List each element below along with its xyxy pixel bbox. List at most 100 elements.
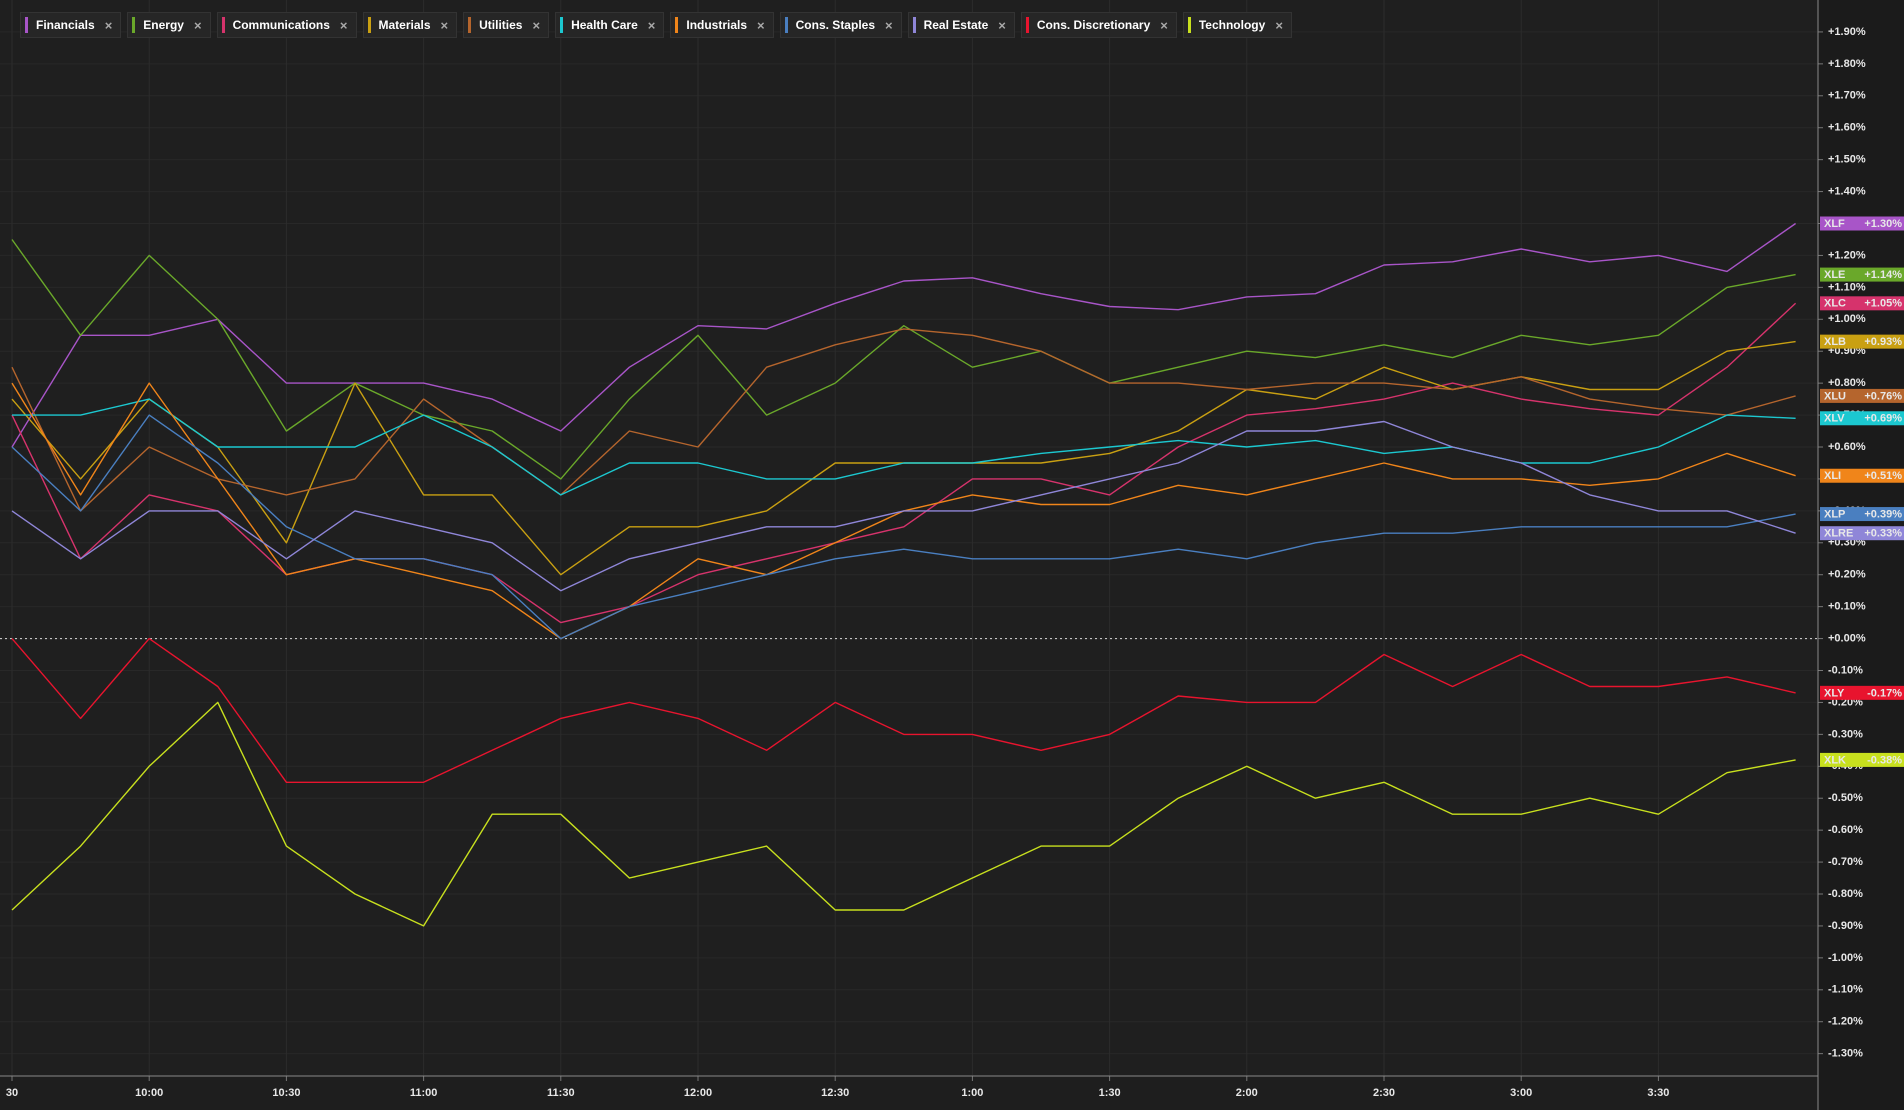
legend-swatch xyxy=(1187,17,1191,33)
legend-swatch xyxy=(221,17,225,33)
legend-label: Utilities xyxy=(479,18,523,32)
value-tag: XLRE +0.33% xyxy=(1820,526,1904,541)
legend-close[interactable]: × xyxy=(757,17,765,33)
legend-label: Health Care xyxy=(571,18,638,32)
legend-swatch xyxy=(912,17,916,33)
y-tick-label: -1.20% xyxy=(1828,1016,1863,1028)
y-tick-label: -0.70% xyxy=(1828,856,1863,868)
y-tick-label: +1.80% xyxy=(1828,58,1866,70)
value-tag-ticker: XLK xyxy=(1824,754,1846,766)
value-tag-label: +0.33% xyxy=(1864,528,1902,540)
series-line xyxy=(11,222,1797,448)
y-tick-label: +1.10% xyxy=(1828,281,1866,293)
y-tick-label: -1.30% xyxy=(1828,1048,1863,1060)
value-tag-ticker: XLU xyxy=(1824,390,1846,402)
value-tag-ticker: XLP xyxy=(1824,508,1845,520)
value-tag-label: +0.51% xyxy=(1864,470,1902,482)
y-tick-label: +1.20% xyxy=(1828,249,1866,261)
legend-chip[interactable]: Technology × xyxy=(1182,12,1292,38)
legend-label: Cons. Discretionary xyxy=(1036,18,1151,32)
legend-chip[interactable]: Cons. Discretionary × xyxy=(1020,12,1177,38)
legend-label: Energy xyxy=(143,18,184,32)
legend-swatch xyxy=(675,17,679,33)
x-tick-label: 3:30 xyxy=(1647,1087,1669,1099)
value-tag-bg xyxy=(1820,468,1904,483)
x-tick-label: 10:30 xyxy=(272,1087,300,1099)
legend-label: Industrials xyxy=(686,18,748,32)
y-tick-label: -0.50% xyxy=(1828,792,1863,804)
value-tag-label: +0.39% xyxy=(1864,508,1902,520)
legend-close[interactable]: × xyxy=(440,17,449,33)
legend-swatch xyxy=(25,17,28,33)
y-tick-label: -1.10% xyxy=(1828,984,1863,996)
y-tick-label: -0.60% xyxy=(1828,824,1863,836)
legend: Financials × Energy × Communications × Materia… xyxy=(20,12,1292,38)
legend-label: Technology xyxy=(1198,18,1266,32)
legend-label: Materials xyxy=(378,18,431,32)
value-tag-bg xyxy=(1820,334,1904,349)
legend-close[interactable]: × xyxy=(193,17,202,33)
legend-close[interactable]: × xyxy=(339,17,348,33)
value-tag-bg xyxy=(1820,411,1904,426)
plot-area xyxy=(0,0,1818,1076)
legend-close[interactable]: × xyxy=(1275,17,1283,33)
value-tag-bg xyxy=(1820,685,1904,700)
value-tag-bg xyxy=(1820,752,1904,767)
x-tick-label: 11:30 xyxy=(547,1087,575,1099)
value-tag: XLF +1.30% xyxy=(1820,216,1904,231)
legend-close[interactable]: × xyxy=(1160,17,1168,33)
y-tick-label: +1.90% xyxy=(1828,26,1866,38)
legend-close[interactable]: × xyxy=(885,17,893,33)
legend-label: Cons. Staples xyxy=(795,18,875,32)
legend-chip[interactable]: Health Care × xyxy=(555,12,665,38)
value-tag-label: +0.76% xyxy=(1864,390,1902,402)
x-tick-label: 30 xyxy=(6,1087,18,1099)
legend-close[interactable]: × xyxy=(998,17,1006,33)
series-line xyxy=(11,328,1796,512)
legend-label: Real Estate xyxy=(923,18,989,32)
series-line xyxy=(11,701,1796,927)
legend-swatch xyxy=(784,17,788,33)
value-tag-label: -0.17% xyxy=(1867,687,1902,699)
series-line xyxy=(11,420,1796,592)
value-tag: XLI +0.51% xyxy=(1820,468,1904,483)
legend-chip[interactable]: Utilities × xyxy=(463,12,550,38)
y-tick-label: +1.60% xyxy=(1828,122,1866,134)
value-tag: XLK -0.38% xyxy=(1820,752,1904,767)
legend-close[interactable]: × xyxy=(104,17,113,33)
series-line xyxy=(11,637,1796,783)
legend-label: Communications xyxy=(232,18,330,32)
value-tag-ticker: XLY xyxy=(1824,687,1845,699)
value-tag-label: +0.93% xyxy=(1864,336,1902,348)
legend-chip[interactable]: Communications × xyxy=(216,12,357,38)
y-tick-label: +1.70% xyxy=(1828,90,1866,102)
value-tag-label: +1.30% xyxy=(1864,218,1902,230)
value-tag: XLC +1.05% xyxy=(1820,296,1904,311)
y-tick-label: -0.90% xyxy=(1828,920,1863,932)
legend-chip[interactable]: Cons. Staples × xyxy=(779,12,902,38)
legend-close[interactable]: × xyxy=(647,17,656,33)
y-tick-label: -0.80% xyxy=(1828,888,1863,900)
series-line xyxy=(11,239,1796,480)
legend-chip[interactable]: Real Estate × xyxy=(907,12,1015,38)
x-tick-label: 1:00 xyxy=(961,1087,983,1099)
value-tag: XLU +0.76% xyxy=(1820,388,1904,403)
y-tick-label: +1.40% xyxy=(1828,185,1866,197)
legend-chip[interactable]: Materials × xyxy=(362,12,458,38)
series-line xyxy=(11,414,1796,640)
legend-swatch xyxy=(132,17,136,33)
x-tick-label: 11:00 xyxy=(410,1087,438,1099)
value-tag-bg xyxy=(1820,507,1904,522)
legend-chip[interactable]: Industrials × xyxy=(670,12,774,38)
legend-chip[interactable]: Energy × xyxy=(127,12,211,38)
value-tag-bg xyxy=(1820,388,1904,403)
value-tag-ticker: XLB xyxy=(1824,336,1846,348)
x-tick-label: 12:30 xyxy=(821,1087,849,1099)
y-tick-label: +0.60% xyxy=(1828,441,1866,453)
legend-chip[interactable]: Financials × xyxy=(20,12,122,38)
legend-swatch xyxy=(367,17,371,33)
value-tag-bg xyxy=(1820,526,1904,541)
legend-close[interactable]: × xyxy=(532,17,541,33)
y-tick-label: +1.50% xyxy=(1828,154,1866,166)
